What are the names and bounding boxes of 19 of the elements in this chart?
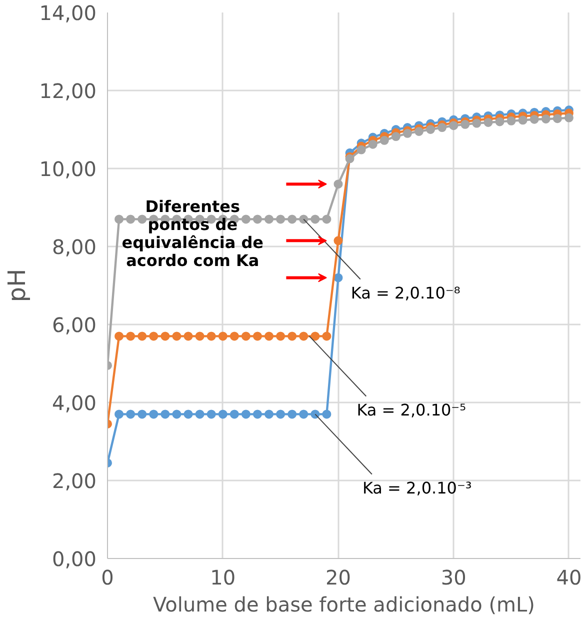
y-tick-label: 12,00 (39, 79, 97, 103)
x-tick-label: 40 (556, 566, 582, 590)
y-tick-label: 4,00 (52, 391, 96, 415)
y-tick-label: 0,00 (52, 547, 96, 571)
annotation: Ka = 2,0.10⁻⁸ (350, 283, 460, 302)
y-tick-label: 2,00 (52, 469, 96, 493)
x-tick-label: 0 (101, 566, 114, 590)
x-tick-label: 20 (326, 566, 351, 590)
x-tick-label: 30 (440, 566, 466, 590)
annotation: Ka = 2,0.10⁻³ (362, 478, 472, 498)
y-tick-label: 10,00 (39, 157, 97, 181)
x-axis-title: Volume de base forte adicionado (mL) (153, 592, 535, 616)
y-axis-title: pH (3, 268, 32, 302)
y-tick-label: 8,00 (52, 235, 96, 259)
y-tick-label: 14,00 (39, 1, 97, 25)
y-tick-label: 6,00 (52, 313, 96, 337)
annotation: Ka = 2,0.10⁻⁵ (356, 400, 466, 420)
annotation: Diferentes pontos de equivalência de acordo com Ka (122, 196, 264, 270)
x-tick-label: 10 (210, 566, 236, 590)
